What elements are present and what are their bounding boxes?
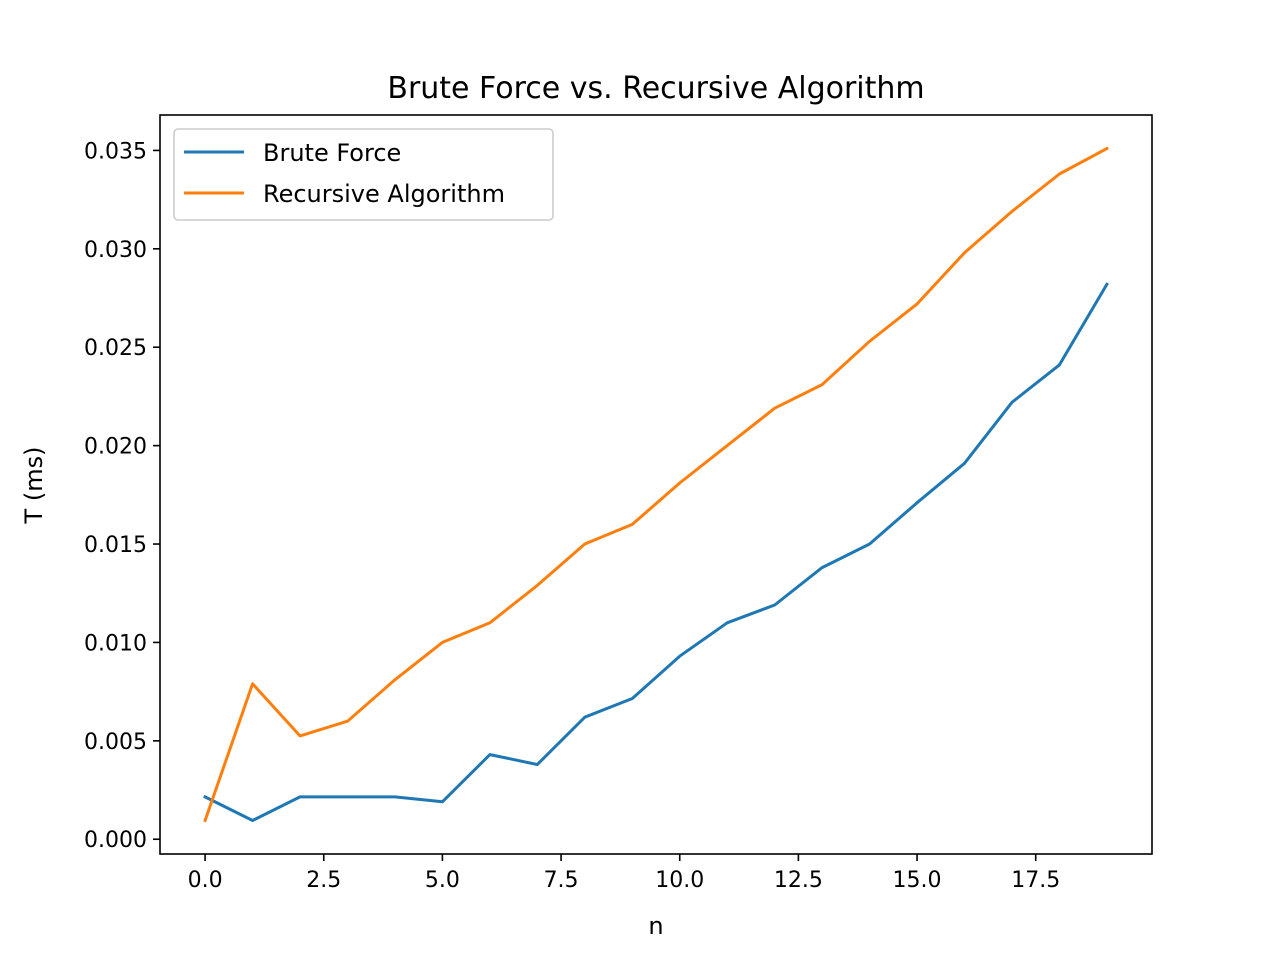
- x-tick-label: 12.5: [774, 868, 823, 893]
- x-axis: 0.0 2.5 5.0 7.5 10.0 12.5 15.0 17.5: [188, 854, 1060, 893]
- plot-area: [159, 114, 1153, 855]
- y-tick-label: 0.005: [84, 730, 147, 755]
- x-tick-label: 0.0: [188, 868, 223, 893]
- y-tick-label: 0.015: [84, 533, 147, 558]
- chart-title: Brute Force vs. Recursive Algorithm: [387, 71, 924, 106]
- plot-frame: [159, 114, 1153, 855]
- series-line-1: [203, 282, 1109, 822]
- y-tick-label: 0.000: [84, 828, 147, 853]
- y-axis: 0.000 0.005 0.010 0.015 0.020 0.025 0.030 0.035: [84, 139, 160, 853]
- y-tick-label: 0.020: [84, 435, 147, 460]
- x-tick-label: 2.5: [306, 868, 341, 893]
- y-tick-label: 0.010: [84, 631, 147, 656]
- x-tick-label: 10.0: [655, 868, 704, 893]
- x-axis-label: n: [648, 912, 663, 940]
- legend-label-2: Recursive Algorithm: [263, 180, 505, 208]
- y-tick-label: 0.035: [84, 139, 147, 164]
- x-tick-label: 7.5: [544, 868, 579, 893]
- legend-label-1: Brute Force: [263, 139, 401, 167]
- legend: Brute Force Recursive Algorithm: [173, 128, 554, 221]
- y-tick-label: 0.025: [84, 336, 147, 361]
- y-axis-label: T (ms): [20, 447, 48, 525]
- x-tick-label: 17.5: [1011, 868, 1060, 893]
- legend-box: [173, 128, 554, 221]
- x-tick-label: 5.0: [425, 868, 460, 893]
- x-tick-label: 15.0: [893, 868, 942, 893]
- y-tick-label: 0.030: [84, 238, 147, 263]
- series-line-2: [203, 146, 1109, 823]
